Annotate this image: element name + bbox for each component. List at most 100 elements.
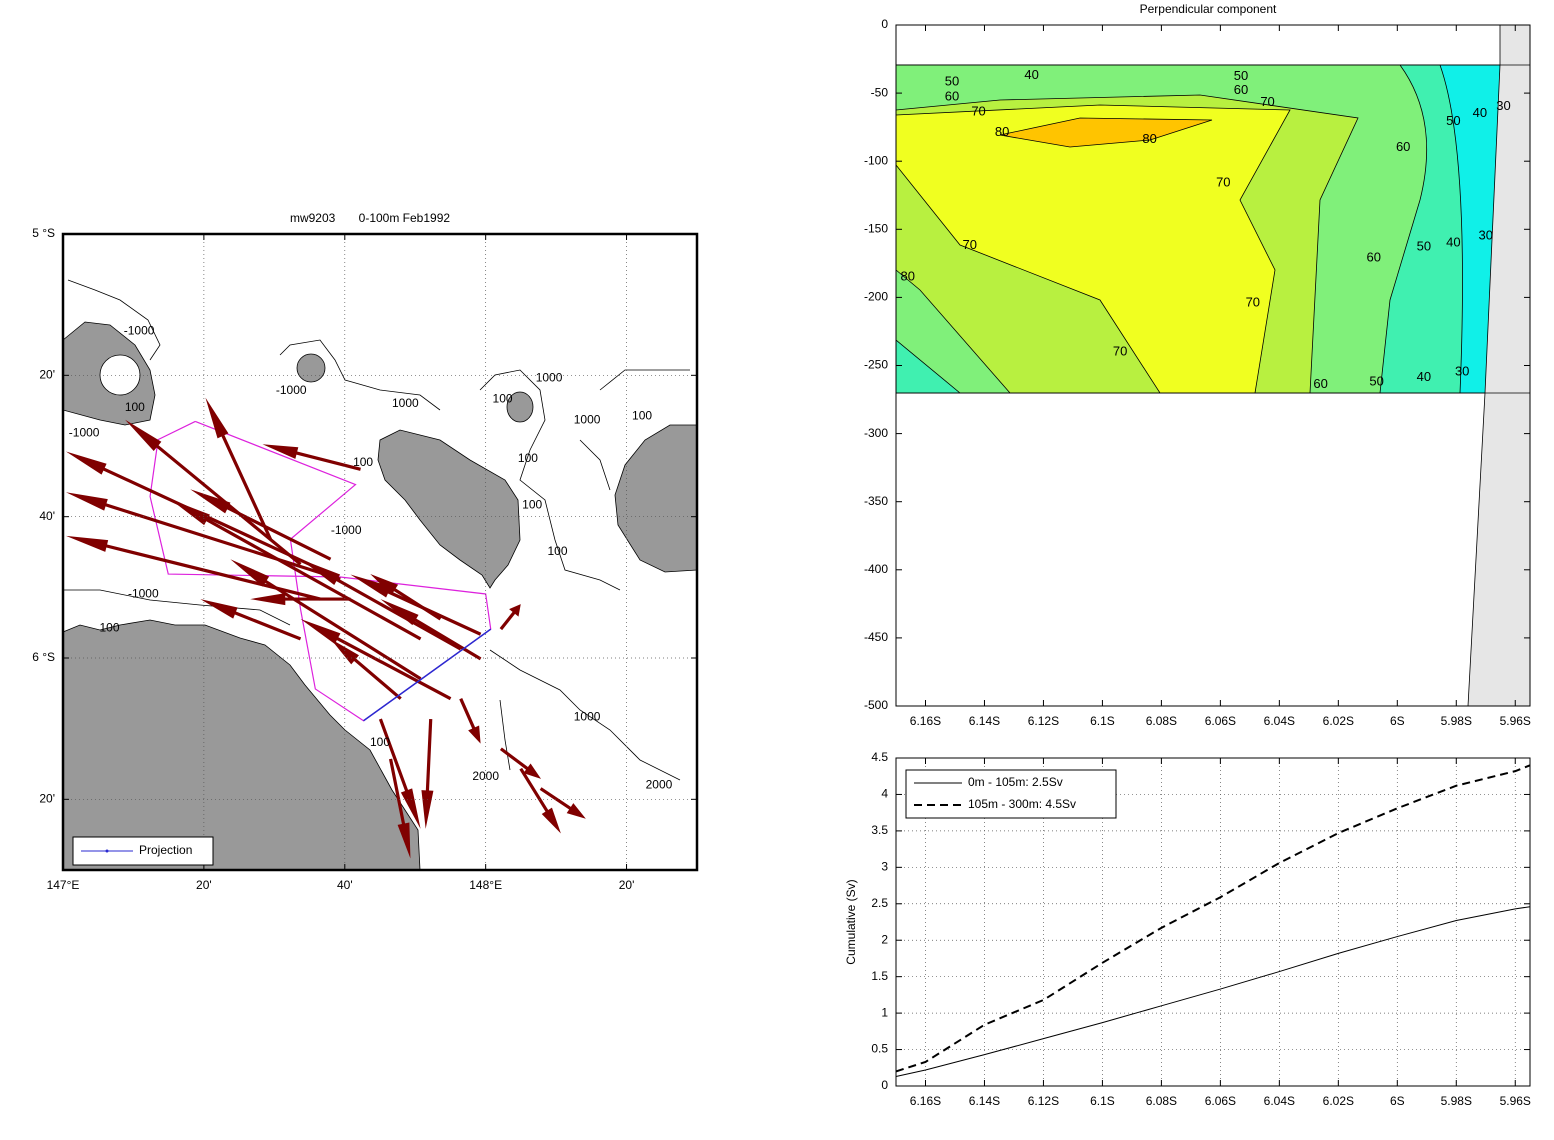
legend-box	[905, 769, 1117, 819]
contour-label: 50	[1369, 373, 1383, 388]
depth-contour	[479, 369, 621, 591]
x-tick-label: 5.96S	[1500, 1094, 1531, 1108]
land	[614, 424, 698, 573]
x-tick-label: 6.08S	[1146, 1094, 1177, 1108]
x-tick-label: 6.12S	[1028, 1094, 1059, 1108]
y-tick-label: -250	[864, 358, 888, 372]
y-tick-label: -300	[864, 426, 888, 440]
x-tick-label: 6.1S	[1090, 714, 1115, 728]
x-tick-label: 40'	[337, 878, 353, 892]
velocity-arrow	[200, 599, 302, 641]
contour-label: 60	[945, 89, 959, 104]
y-tick-label: -100	[864, 153, 888, 167]
contour-label: 30	[1496, 98, 1510, 113]
depth-contour	[63, 589, 291, 626]
contour-label: 40	[1473, 105, 1487, 120]
x-tick-label: 6.14S	[969, 1094, 1000, 1108]
y-tick-label: 3	[881, 860, 888, 874]
velocity-arrow	[519, 767, 561, 834]
contour-label: 100	[370, 735, 390, 749]
contour-label: 50	[1417, 238, 1431, 253]
chart-title: mw9203 0-100m Feb1992	[290, 211, 450, 225]
y-tick-label: 2	[881, 932, 888, 946]
map-background	[62, 279, 698, 871]
x-tick-label: 6.12S	[1028, 714, 1059, 728]
data-line	[895, 906, 1531, 1078]
y-tick-label: -450	[864, 630, 888, 644]
y-tick-label: 6 °S	[32, 650, 55, 664]
contour-label: 80	[1142, 131, 1156, 146]
contour-label: 60	[1396, 139, 1410, 154]
contour-label: 30	[1455, 364, 1469, 379]
x-tick-label: 6.06S	[1205, 1094, 1236, 1108]
y-tick-label: 3.5	[871, 823, 888, 837]
contour-label: 2000	[646, 777, 673, 791]
velocity-arrow	[421, 718, 434, 829]
contour-label: 70	[1260, 94, 1274, 109]
contour-label: -1000	[128, 587, 159, 601]
y-tick-label: -50	[871, 85, 889, 99]
contour-label: -1000	[331, 523, 362, 537]
y-tick-label: 1	[881, 1005, 888, 1019]
contour-label: -1000	[69, 425, 100, 439]
x-tick-label: 6.14S	[969, 714, 1000, 728]
contour-label: -1000	[124, 324, 155, 338]
x-tick-label: 6.04S	[1264, 1094, 1295, 1108]
x-tick-label: 6.04S	[1264, 714, 1295, 728]
contour-label: 100	[632, 408, 652, 422]
land	[296, 353, 326, 383]
velocity-arrow	[539, 787, 586, 819]
contour-label: 80	[995, 124, 1009, 139]
y-tick-label: 0	[881, 17, 888, 31]
contour-label: 2000	[472, 769, 499, 783]
y-tick-label: -150	[864, 221, 888, 235]
x-tick-label: 6S	[1390, 714, 1405, 728]
y-tick-label: 5 °S	[32, 226, 55, 240]
y-tick-label: 2.5	[871, 896, 888, 910]
x-tick-label: 6.02S	[1323, 714, 1354, 728]
depth-contour	[599, 369, 690, 391]
contour-label: 100	[493, 392, 513, 406]
land	[506, 391, 534, 423]
contour-label: 100	[548, 544, 568, 558]
x-tick-label: 6.16S	[910, 1094, 941, 1108]
contour-label: 70	[962, 237, 976, 252]
contour-fill	[895, 24, 1531, 707]
contour-label: 60	[1366, 249, 1380, 264]
x-tick-label: 147°E	[47, 878, 80, 892]
contour-label: 1000	[574, 413, 601, 427]
plot-frame	[895, 24, 1531, 707]
contour-label: 70	[971, 104, 985, 119]
velocity-arrow	[170, 499, 422, 641]
plot-frame	[61, 232, 699, 872]
x-tick-label: 6.16S	[910, 714, 941, 728]
contour-label: 50	[1234, 68, 1248, 83]
land	[62, 619, 421, 871]
velocity-arrow	[330, 638, 402, 700]
x-tick-label: 20'	[196, 878, 212, 892]
x-tick-label: 6.02S	[1323, 1094, 1354, 1108]
depth-contour	[579, 439, 611, 491]
y-tick-label: -200	[864, 290, 888, 304]
contour-label: 60	[1234, 82, 1248, 97]
contour-label: 80	[901, 268, 915, 283]
contour-label: 50	[1446, 113, 1460, 128]
x-tick-label: 5.98S	[1441, 714, 1472, 728]
contour-band	[999, 117, 1213, 148]
contour-label: 100	[518, 451, 538, 465]
contour-label: 50	[945, 74, 959, 89]
y-tick-label: 0	[881, 1078, 888, 1092]
legend-label: 105m - 300m: 4.5Sv	[968, 797, 1076, 811]
x-tick-label: 6.08S	[1146, 714, 1177, 728]
contour-label: 40	[1446, 234, 1460, 249]
data-line	[895, 764, 1531, 1073]
velocity-arrow	[250, 593, 351, 606]
contour-label: 70	[1216, 174, 1230, 189]
plot-frame	[895, 757, 1531, 1087]
contour-label: 1000	[536, 370, 563, 384]
velocity-arrow	[65, 492, 341, 581]
velocity-arrow	[230, 559, 422, 681]
contour-label: 1000	[392, 396, 419, 410]
contour-label: 100	[353, 455, 373, 469]
chart-title: Perpendicular component	[1140, 2, 1277, 16]
